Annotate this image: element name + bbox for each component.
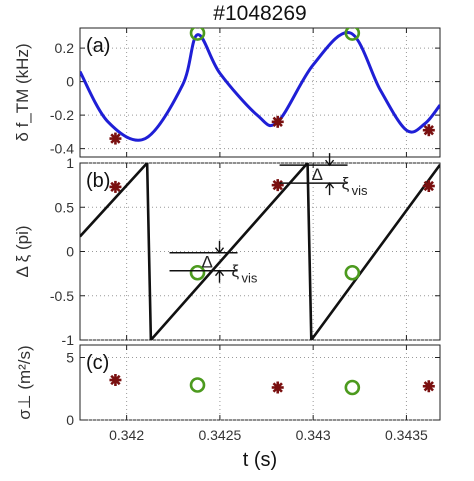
star-marker	[422, 124, 435, 137]
star-marker	[109, 132, 122, 145]
x-axis-label: t (s)	[243, 449, 277, 471]
panel-c: 0 5 (c) σ⊥ (m²/s)	[15, 344, 441, 428]
x-tick-label: 0.3435	[385, 427, 428, 443]
y-tick-label: 0	[66, 412, 74, 428]
panel-a: -0.4 -0.2 0 0.2 (a) δ f_TM (kHz)	[13, 27, 441, 158]
y-tick-label: 5	[66, 350, 74, 366]
x-tick-label: 0.342	[109, 427, 144, 443]
panel-b: -1 -0.5 0 0.5 1 (b) Δ ξ (pi)	[13, 155, 441, 348]
y-tick-label: 0	[66, 74, 74, 90]
y-tick-label: -0.2	[50, 107, 74, 123]
x-tick-label: 0.343	[296, 427, 331, 443]
star-marker	[271, 115, 284, 128]
plot-area	[109, 374, 435, 396]
panel-label: (b)	[86, 170, 110, 192]
delta-symbol: Δ	[312, 165, 323, 184]
delta-symbol: Δ	[202, 253, 213, 272]
plot-area	[80, 28, 440, 145]
vis-subscript: vis	[242, 271, 258, 286]
xi-symbol: ξ	[232, 262, 240, 281]
y-tick-label: 0.5	[55, 199, 75, 215]
plot-area	[80, 163, 440, 340]
panel-label: (a)	[86, 35, 110, 57]
y-tick-label: 1	[66, 155, 74, 171]
circle-marker	[344, 379, 361, 396]
star-marker	[422, 180, 435, 193]
xi-symbol: ξ	[342, 174, 350, 193]
chart-title: #1048269	[213, 2, 306, 25]
star-marker	[109, 180, 122, 193]
circle-marker	[189, 264, 206, 281]
y-tick-label: -1	[62, 332, 75, 348]
circle-marker	[189, 377, 206, 393]
series-line	[80, 31, 440, 142]
star-marker	[109, 374, 122, 386]
y-tick-label: -0.5	[50, 288, 74, 304]
series-line	[80, 163, 440, 340]
plot-frame	[79, 27, 441, 158]
y-tick-label: -0.4	[50, 141, 74, 157]
x-tick-label: 0.3425	[198, 427, 241, 443]
y-tick-label: 0	[66, 244, 74, 260]
vis-subscript: vis	[352, 183, 368, 198]
circle-marker	[344, 28, 361, 41]
panel-label: (c)	[86, 352, 109, 374]
plot-frame	[79, 344, 441, 421]
star-marker	[271, 381, 284, 394]
circle-marker	[189, 28, 206, 41]
y-tick-label: 0.2	[55, 40, 75, 56]
star-marker	[422, 380, 435, 393]
y-axis-label: Δ ξ (pi)	[13, 225, 32, 277]
circle-marker	[344, 264, 361, 281]
y-axis-label: σ⊥ (m²/s)	[15, 345, 34, 419]
y-axis-label: δ f_TM (kHz)	[13, 43, 32, 141]
star-marker	[271, 179, 284, 192]
